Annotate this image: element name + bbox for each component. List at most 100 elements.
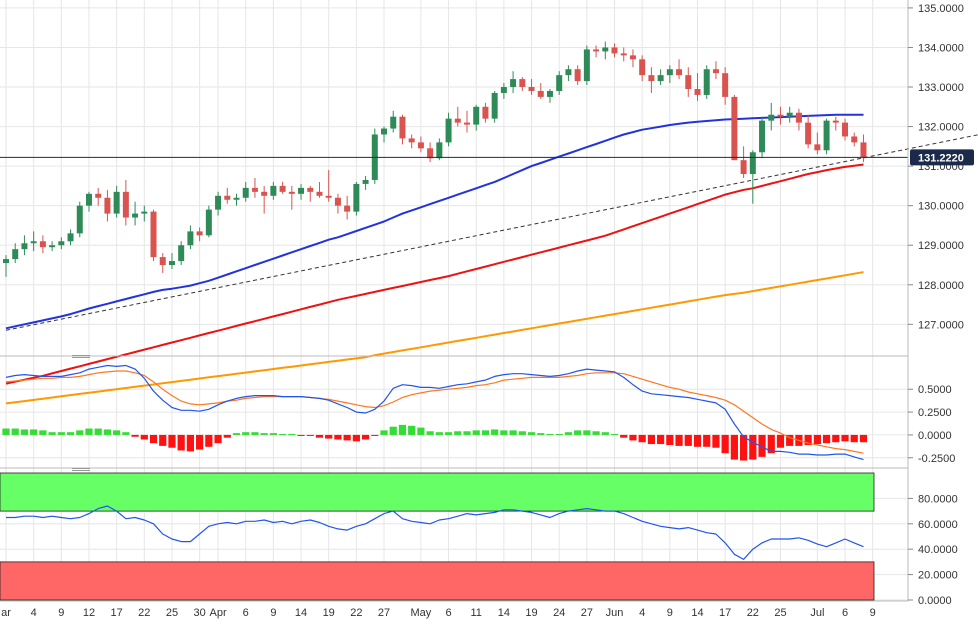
candle-body-29 xyxy=(270,185,277,196)
candle-body-24 xyxy=(224,195,231,200)
candle-82 xyxy=(759,116,766,159)
price-panel xyxy=(0,41,978,405)
macd-hist-bar-9 xyxy=(85,428,93,435)
candle-body-90 xyxy=(832,120,839,123)
candle-body-93 xyxy=(860,142,867,158)
candle-body-1 xyxy=(12,249,19,260)
candle-90 xyxy=(832,116,839,131)
x-tick-label-1: 4 xyxy=(31,607,37,619)
macd-hist-bar-78 xyxy=(721,434,729,454)
candle-body-86 xyxy=(795,112,802,123)
candle-body-23 xyxy=(215,195,222,210)
candle-body-55 xyxy=(510,79,517,88)
macd-hist-bar-59 xyxy=(546,434,554,436)
candle-body-11 xyxy=(104,197,111,214)
candle-body-34 xyxy=(316,191,323,196)
candle-71 xyxy=(657,69,664,86)
rsi-zones xyxy=(0,472,875,601)
candle-body-43 xyxy=(399,116,406,139)
candle-19 xyxy=(178,241,185,266)
candle-body-27 xyxy=(251,187,258,192)
macd-hist-bar-33 xyxy=(306,434,314,436)
x-tick-label-8: Apr xyxy=(209,607,226,619)
x-tick-label-2: 9 xyxy=(58,607,64,619)
candle-body-76 xyxy=(703,69,710,95)
candle-body-2 xyxy=(21,243,28,250)
candle-62 xyxy=(574,65,581,86)
candle-body-75 xyxy=(694,88,701,95)
macd-hist-bar-82 xyxy=(758,434,766,457)
candle-41 xyxy=(381,126,388,143)
candle-70 xyxy=(648,67,655,93)
candle-20 xyxy=(187,225,194,250)
x-tick-label-16: 6 xyxy=(445,607,451,619)
panel-dividers xyxy=(0,0,909,602)
macd-hist-bar-7 xyxy=(66,432,75,435)
macd-hist-bar-54 xyxy=(500,430,508,435)
candle-body-19 xyxy=(178,245,185,262)
x-tick-label-26: 17 xyxy=(719,607,731,619)
candle-body-68 xyxy=(629,55,636,60)
candle-22 xyxy=(205,205,212,238)
x-tick-label-13: 22 xyxy=(350,607,362,619)
rsi-tick-label-0: 80.0000 xyxy=(918,493,958,505)
macd-hist-bar-23 xyxy=(214,434,222,444)
price-tick-label-6: 133.0000 xyxy=(918,82,964,94)
candle-21 xyxy=(196,227,203,242)
candle-body-42 xyxy=(390,116,397,129)
macd-hist-bar-55 xyxy=(509,430,517,435)
price-tick-label-0: 127.0000 xyxy=(918,319,964,331)
candle-13 xyxy=(122,179,129,226)
candle-body-81 xyxy=(749,152,756,175)
x-tick-label-29: Jul xyxy=(810,607,824,619)
macd-hist-bar-4 xyxy=(39,430,47,435)
candle-16 xyxy=(150,209,157,262)
candle-body-70 xyxy=(648,75,655,82)
macd-hist-bar-76 xyxy=(703,434,711,447)
macd-hist-bar-36 xyxy=(334,434,342,440)
macd-hist-bar-18 xyxy=(168,434,176,448)
candle-86 xyxy=(795,108,802,131)
candle-body-25 xyxy=(233,197,240,200)
candle-64 xyxy=(593,45,600,58)
resize-handle-macd[interactable] xyxy=(72,355,90,358)
price-tick-label-5: 132.0000 xyxy=(918,122,964,134)
candle-23 xyxy=(215,191,222,216)
macd-histogram xyxy=(2,424,868,461)
resize-handle-rsi[interactable] xyxy=(72,468,90,471)
candle-body-38 xyxy=(353,183,360,212)
candle-body-66 xyxy=(611,47,618,54)
candle-body-77 xyxy=(712,69,719,74)
candle-body-7 xyxy=(67,233,74,242)
macd-hist-bar-77 xyxy=(712,434,720,448)
candle-5 xyxy=(49,241,56,252)
candle-72 xyxy=(666,65,673,84)
candle-75 xyxy=(694,73,701,101)
macd-hist-bar-0 xyxy=(2,428,10,435)
macd-hist-bar-50 xyxy=(463,431,471,435)
candle-0 xyxy=(3,255,9,277)
candle-body-71 xyxy=(657,75,664,82)
x-tick-label-15: May xyxy=(411,607,432,619)
candle-17 xyxy=(159,253,166,273)
candle-body-79 xyxy=(731,96,738,161)
macd-hist-bar-20 xyxy=(186,434,194,452)
macd-hist-bar-85 xyxy=(786,434,794,446)
candle-body-21 xyxy=(196,231,203,236)
macd-hist-bar-15 xyxy=(140,434,148,440)
rsi-tick-label-4: 0.0000 xyxy=(918,595,952,607)
rsi-tick-label-1: 60.0000 xyxy=(918,519,958,531)
candle-body-22 xyxy=(205,209,212,236)
macd-hist-bar-46 xyxy=(426,431,434,435)
candle-66 xyxy=(611,43,618,58)
candle-89 xyxy=(823,118,830,155)
candle-body-44 xyxy=(408,138,415,143)
x-tick-label-19: 19 xyxy=(525,607,537,619)
macd-hist-bar-72 xyxy=(666,434,674,445)
candle-50 xyxy=(464,110,470,133)
candle-body-50 xyxy=(464,122,470,125)
candle-59 xyxy=(546,88,553,103)
macd-hist-bar-39 xyxy=(361,434,370,440)
x-tick-label-14: 27 xyxy=(378,607,390,619)
